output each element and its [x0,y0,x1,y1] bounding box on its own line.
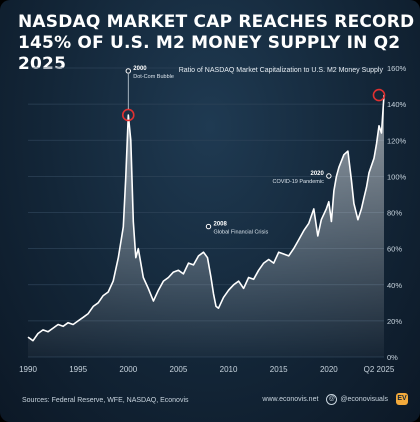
title-line-2: 145% OF U.S. M2 MONEY SUPPLY IN Q2 2025 [18,33,401,74]
x-tick-label: 1995 [69,365,87,374]
annotation-year: 2008 [214,222,228,228]
annotation-year: 2020 [310,171,324,177]
annotation-year: 2000 [133,66,147,72]
annotation-label: Dot-Com Bubble [133,74,174,80]
annotation-2020: 2020 COVID-19 Pandemic [272,171,332,185]
annotation-marker-icon [326,173,332,179]
handle-text: @econovisuals [340,395,388,403]
y-tick-label: 0% [387,353,398,362]
y-tick-label: 120% [387,136,407,145]
highlight-circle-icon [121,108,135,122]
social-handle[interactable]: @ @econovisuals [326,393,388,405]
y-tick-label: 20% [387,317,402,326]
annotation-2000: 2000 Dot-Com Bubble [121,66,174,122]
x-axis-ticks: 1990 1995 2000 2005 2010 2015 2020 Q2 2025 [19,365,395,374]
series-area [28,95,384,357]
x-tick-label: 2015 [270,365,288,374]
chart-title: NASDAQ MARKET CAP REACHES RECORD 145% OF… [18,12,420,75]
annotation-label: Global Financial Crisis [214,230,269,236]
x-tick-label: 2005 [170,365,188,374]
annotation-2008: 2008 Global Financial Crisis [205,222,269,236]
y-tick-label: 100% [387,172,407,181]
y-tick-label: 60% [387,245,402,254]
annotation-latest [372,88,386,102]
footer-branding: www.econovis.net @ @econovisuals EV [262,393,408,405]
y-tick-label: 80% [387,209,402,218]
x-tick-label: 1990 [19,365,37,374]
y-axis-ticks: 0% 20% 40% 60% 80% 100% 120% 140% 160% [387,64,407,362]
y-tick-label: 140% [387,100,407,109]
title-line-1: NASDAQ MARKET CAP REACHES RECORD [18,12,415,32]
x-tick-label: Q2 2025 [364,365,395,374]
at-sign-icon: @ [326,393,338,405]
website-link[interactable]: www.econovis.net [262,395,319,403]
x-tick-label: 2010 [220,365,238,374]
x-tick-label: 2000 [119,365,137,374]
sources-note: Sources: Federal Reserve, WFE, NASDAQ, E… [22,397,189,404]
x-tick-label: 2020 [320,365,338,374]
highlight-circle-icon [372,88,386,102]
econovis-logo-icon: EV [396,393,408,405]
y-tick-label: 160% [387,64,407,73]
chart-legend: Ratio of NASDAQ Market Capitalization to… [179,67,384,74]
annotations: 2000 Dot-Com Bubble 2008 Global Financial C… [121,66,386,236]
annotation-marker-icon [125,68,131,74]
series-line [27,95,385,342]
annotation-label: COVID-19 Pandemic [272,179,324,185]
annotation-marker-icon [205,223,212,230]
y-tick-label: 40% [387,281,402,290]
